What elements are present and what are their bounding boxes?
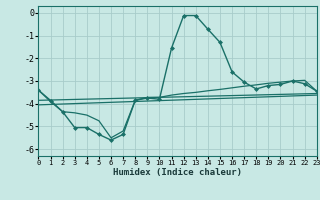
X-axis label: Humidex (Indice chaleur): Humidex (Indice chaleur) — [113, 168, 242, 177]
